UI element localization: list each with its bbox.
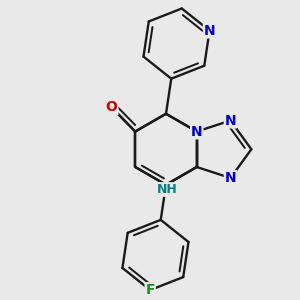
Text: N: N (225, 171, 236, 185)
Text: N: N (191, 124, 203, 139)
Text: N: N (204, 24, 215, 38)
Text: F: F (146, 283, 155, 297)
Text: N: N (225, 114, 236, 128)
Text: NH: NH (157, 183, 178, 196)
Text: O: O (106, 100, 118, 114)
